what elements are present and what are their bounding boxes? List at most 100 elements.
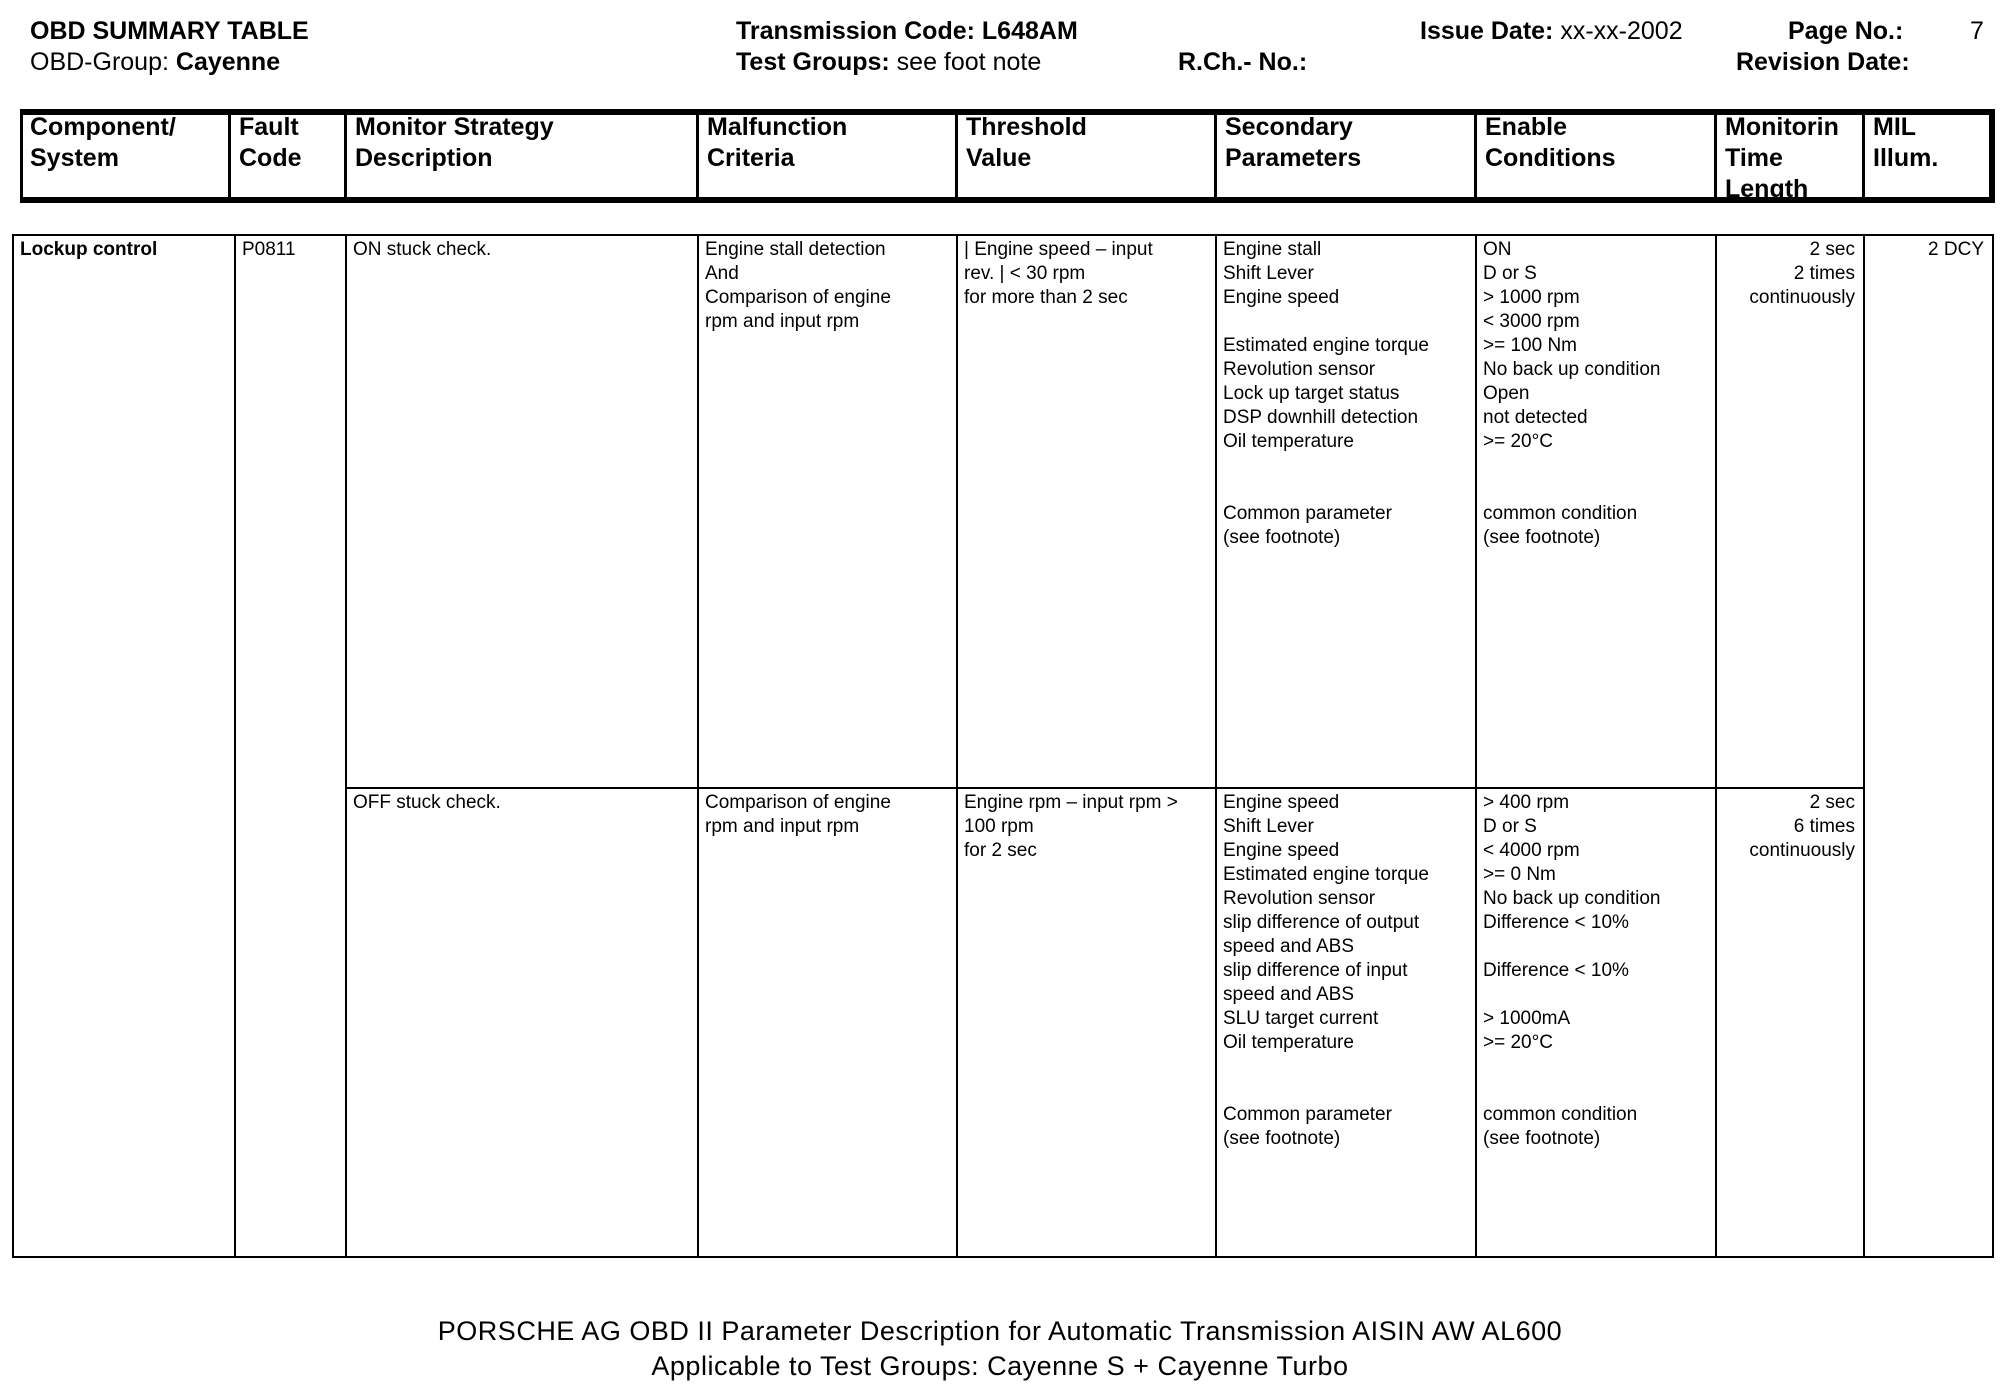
body-column-rule bbox=[1863, 234, 1865, 1258]
cell-line bbox=[1483, 1055, 1707, 1079]
header-column-rule bbox=[344, 109, 347, 203]
column-header: Secondary Parameters bbox=[1217, 110, 1477, 176]
cell-line: Oil temperature bbox=[1223, 1032, 1354, 1053]
cell-line: slip difference of output bbox=[1223, 912, 1420, 933]
column-header: Monitor Strategy Description bbox=[347, 110, 699, 176]
cell-line: common condition bbox=[1483, 503, 1638, 524]
cell-line: common condition bbox=[1483, 1104, 1638, 1125]
column-header: Enable Conditions bbox=[1477, 110, 1717, 176]
malfunction-criteria: Comparison of engine rpm and input rpm bbox=[697, 787, 956, 843]
footer-line-1: PORSCHE AG OBD II Parameter Description … bbox=[437, 1316, 1563, 1346]
cell-line: rev. | < 30 rpm bbox=[964, 263, 1086, 284]
test-groups-label: Test Groups: bbox=[736, 48, 890, 76]
column-header: Fault Code bbox=[231, 110, 347, 176]
cell-line bbox=[1223, 310, 1467, 334]
cell-line: Lock up target status bbox=[1223, 383, 1400, 404]
column-header-line: Threshold bbox=[966, 113, 1087, 141]
column-header-line: Time bbox=[1725, 144, 1783, 172]
cell-line: >= 0 Nm bbox=[1483, 864, 1556, 885]
cell-line bbox=[1483, 1079, 1707, 1103]
cell-line: ON bbox=[1483, 239, 1512, 260]
header-column-rule bbox=[1214, 109, 1217, 203]
column-header-line: Description bbox=[355, 144, 493, 172]
cell-line: | Engine speed – input bbox=[964, 239, 1153, 260]
header-column-rule bbox=[1989, 109, 1992, 203]
cell-line: Comparison of engine bbox=[705, 792, 891, 813]
cell-line: not detected bbox=[1483, 407, 1588, 428]
cell-line bbox=[1483, 454, 1707, 478]
cell-line: Revolution sensor bbox=[1223, 359, 1376, 380]
column-header-line: Fault bbox=[239, 113, 299, 141]
cell-line: Engine stall bbox=[1223, 239, 1322, 260]
cell-line: DSP downhill detection bbox=[1223, 407, 1419, 428]
monitoring-time-length: 2 sec 2 times continuously bbox=[1715, 234, 1863, 314]
revision-date-label: Revision Date: bbox=[1736, 48, 1910, 76]
body-column-rule bbox=[1715, 234, 1717, 1258]
cell-line bbox=[1483, 983, 1707, 1007]
column-header-line: MIL bbox=[1873, 113, 1917, 141]
monitor-strategy: OFF stuck check. bbox=[345, 787, 697, 819]
cell-line: Engine speed bbox=[1223, 287, 1340, 308]
cell-line: speed and ABS bbox=[1223, 936, 1354, 957]
cell-line: < 4000 rpm bbox=[1483, 840, 1580, 861]
issue-date-label: Issue Date: bbox=[1420, 17, 1554, 45]
enable-conditions: ON D or S > 1000 rpm < 3000 rpm >= 100 Nm No … bbox=[1475, 234, 1715, 554]
cell-line: And bbox=[705, 263, 739, 284]
cell-line: > 1000 rpm bbox=[1483, 287, 1580, 308]
header-column-rule bbox=[696, 109, 699, 203]
column-header-line: Conditions bbox=[1485, 144, 1616, 172]
header-column-rule bbox=[955, 109, 958, 203]
cell-line bbox=[1223, 1079, 1467, 1103]
body-column-rule bbox=[1475, 234, 1477, 1258]
test-groups-value: see foot note bbox=[896, 48, 1042, 76]
obd-group-value: Cayenne bbox=[175, 48, 281, 76]
cell-line: (see footnote) bbox=[1483, 527, 1601, 548]
footer-line-2: Applicable to Test Groups: Cayenne S + C… bbox=[651, 1351, 1349, 1381]
cell-line: Oil temperature bbox=[1223, 431, 1354, 452]
cell-line: 2 times bbox=[1793, 263, 1855, 284]
cell-line bbox=[1223, 454, 1467, 478]
cell-line: Common parameter bbox=[1223, 503, 1392, 524]
transmission-code-label: Transmission Code: bbox=[736, 17, 975, 45]
cell-line: (see footnote) bbox=[1223, 527, 1341, 548]
cell-line: SLU target current bbox=[1223, 1008, 1379, 1029]
cell-line: Open bbox=[1483, 383, 1530, 404]
enable-conditions: > 400 rpm D or S < 4000 rpm >= 0 Nm No back … bbox=[1475, 787, 1715, 1155]
header-top-border bbox=[20, 109, 1992, 115]
body-column-rule bbox=[234, 234, 236, 1258]
body-column-rule bbox=[1992, 234, 1994, 1258]
cell-line: Difference < 10% bbox=[1483, 912, 1629, 933]
mil-illumination: 2 DCY bbox=[1928, 239, 1984, 260]
column-header-line: Length bbox=[1725, 175, 1809, 203]
cell-line: > 400 rpm bbox=[1483, 792, 1570, 813]
header-column-rule bbox=[1474, 109, 1477, 203]
monitoring-time-length: 2 sec 6 times continuously bbox=[1715, 787, 1863, 867]
cell-line: rpm and input rpm bbox=[705, 816, 860, 837]
threshold-value: | Engine speed – input rev. | < 30 rpm for… bbox=[956, 234, 1215, 314]
obd-group: OBD-Group: Cayenne bbox=[30, 47, 280, 78]
obd-group-label: OBD-Group: bbox=[30, 48, 169, 76]
cell-line: Engine stall detection bbox=[705, 239, 886, 260]
cell-line: (see footnote) bbox=[1483, 1128, 1601, 1149]
cell-line bbox=[1483, 935, 1707, 959]
body-column-rule bbox=[697, 234, 699, 1258]
cell-line: Shift Lever bbox=[1223, 263, 1314, 284]
header-column-rule bbox=[228, 109, 231, 203]
body-column-rule bbox=[345, 234, 347, 1258]
body-column-rule bbox=[1215, 234, 1217, 1258]
issue-date: Issue Date: xx-xx-2002 bbox=[1420, 16, 1683, 47]
cell-line: D or S bbox=[1483, 816, 1537, 837]
threshold-value: Engine rpm – input rpm > 100 rpm for 2 sec bbox=[956, 787, 1215, 867]
column-header-line: Parameters bbox=[1225, 144, 1362, 172]
cell-line: for more than 2 sec bbox=[964, 287, 1128, 308]
cell-line: Shift Lever bbox=[1223, 816, 1314, 837]
header-column-rule bbox=[1714, 109, 1717, 203]
cell-line: rpm and input rpm bbox=[705, 311, 860, 332]
secondary-parameters: Engine speed Shift Lever Engine speed Estim… bbox=[1215, 787, 1475, 1155]
page-no-value: 7 bbox=[1970, 17, 1984, 45]
column-header-line: Code bbox=[239, 144, 302, 172]
monitor-strategy: ON stuck check. bbox=[345, 234, 697, 266]
test-groups: Test Groups: see foot note bbox=[736, 47, 1041, 78]
cell-line: >= 20°C bbox=[1483, 1032, 1553, 1053]
cell-line: Engine rpm – input rpm > bbox=[964, 792, 1178, 813]
